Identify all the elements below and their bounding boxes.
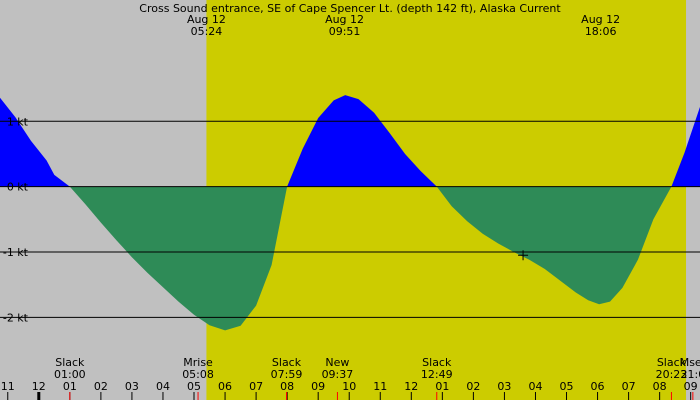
- y-tick-label: -2 kt: [3, 311, 29, 324]
- hour-label: 08: [280, 380, 294, 393]
- event-time: 01:00: [54, 368, 86, 381]
- top-annotation-date: Aug 12: [187, 13, 226, 26]
- hour-label: 03: [125, 380, 139, 393]
- hour-label: 09: [684, 380, 698, 393]
- flood-area-2: [287, 95, 437, 187]
- event-time: 05:08: [182, 368, 214, 381]
- flood-area-4: [671, 106, 700, 187]
- hour-label: 07: [249, 380, 263, 393]
- hour-label: 06: [591, 380, 605, 393]
- event-time: 20:23: [656, 368, 688, 381]
- ebb-area-1: [69, 186, 288, 331]
- hour-label: 05: [560, 380, 574, 393]
- hour-label: 06: [218, 380, 232, 393]
- event-label: Slack: [55, 356, 85, 369]
- hour-label: 09: [311, 380, 325, 393]
- x-axis-hour-labels: 11 12 01 02 03 04 05 06 07 08 09 10 11 12 01 02 03 04 05 06…: [1, 380, 698, 400]
- top-annotation-time: 05:24: [191, 25, 223, 38]
- gridlines: [0, 120, 700, 318]
- hour-label: 02: [94, 380, 108, 393]
- y-tick-label: 1 kt: [7, 115, 29, 128]
- top-annotation-time: 18:06: [585, 25, 617, 38]
- bottom-annotations: Slack01:00Mrise05:08Slack07:59New09:37Sl…: [54, 356, 700, 381]
- y-tick-label: 0 kt: [7, 181, 29, 194]
- top-annotation-time: 09:51: [329, 25, 361, 38]
- ebb-area-3: [436, 186, 672, 305]
- current-curve: [0, 95, 700, 331]
- event-time: 21:0: [681, 368, 700, 381]
- y-axis-labels: 1 kt 0 kt -1 kt -2 kt: [3, 115, 29, 324]
- hour-label: 01: [435, 380, 449, 393]
- event-label: Slack: [657, 356, 687, 369]
- hour-label: 05: [187, 380, 201, 393]
- event-label: Slack: [272, 356, 302, 369]
- top-annotation-date: Aug 12: [581, 13, 620, 26]
- event-time: 09:37: [322, 368, 354, 381]
- hour-label: 04: [156, 380, 170, 393]
- hour-label: 12: [32, 380, 46, 393]
- top-annotation-date: Aug 12: [325, 13, 364, 26]
- hour-label: 01: [63, 380, 77, 393]
- hour-label: 08: [653, 380, 667, 393]
- hour-label: 02: [466, 380, 480, 393]
- hour-label: 11: [373, 380, 387, 393]
- hour-label: 04: [528, 380, 542, 393]
- event-time: 12:49: [421, 368, 453, 381]
- hour-label: 10: [342, 380, 356, 393]
- hour-label: 07: [622, 380, 636, 393]
- chart-title: Cross Sound entrance, SE of Cape Spencer…: [139, 2, 561, 15]
- event-label: Mset: [680, 356, 700, 369]
- y-tick-label: -1 kt: [3, 246, 29, 259]
- flood-area-0: [0, 97, 70, 187]
- hour-label: 11: [1, 380, 15, 393]
- hour-label: 12: [404, 380, 418, 393]
- cursor-marker: [518, 250, 529, 261]
- event-time: 07:59: [271, 368, 303, 381]
- hour-label: 03: [497, 380, 511, 393]
- event-label: Slack: [422, 356, 452, 369]
- event-label: New: [325, 356, 349, 369]
- event-label: Mrise: [183, 356, 213, 369]
